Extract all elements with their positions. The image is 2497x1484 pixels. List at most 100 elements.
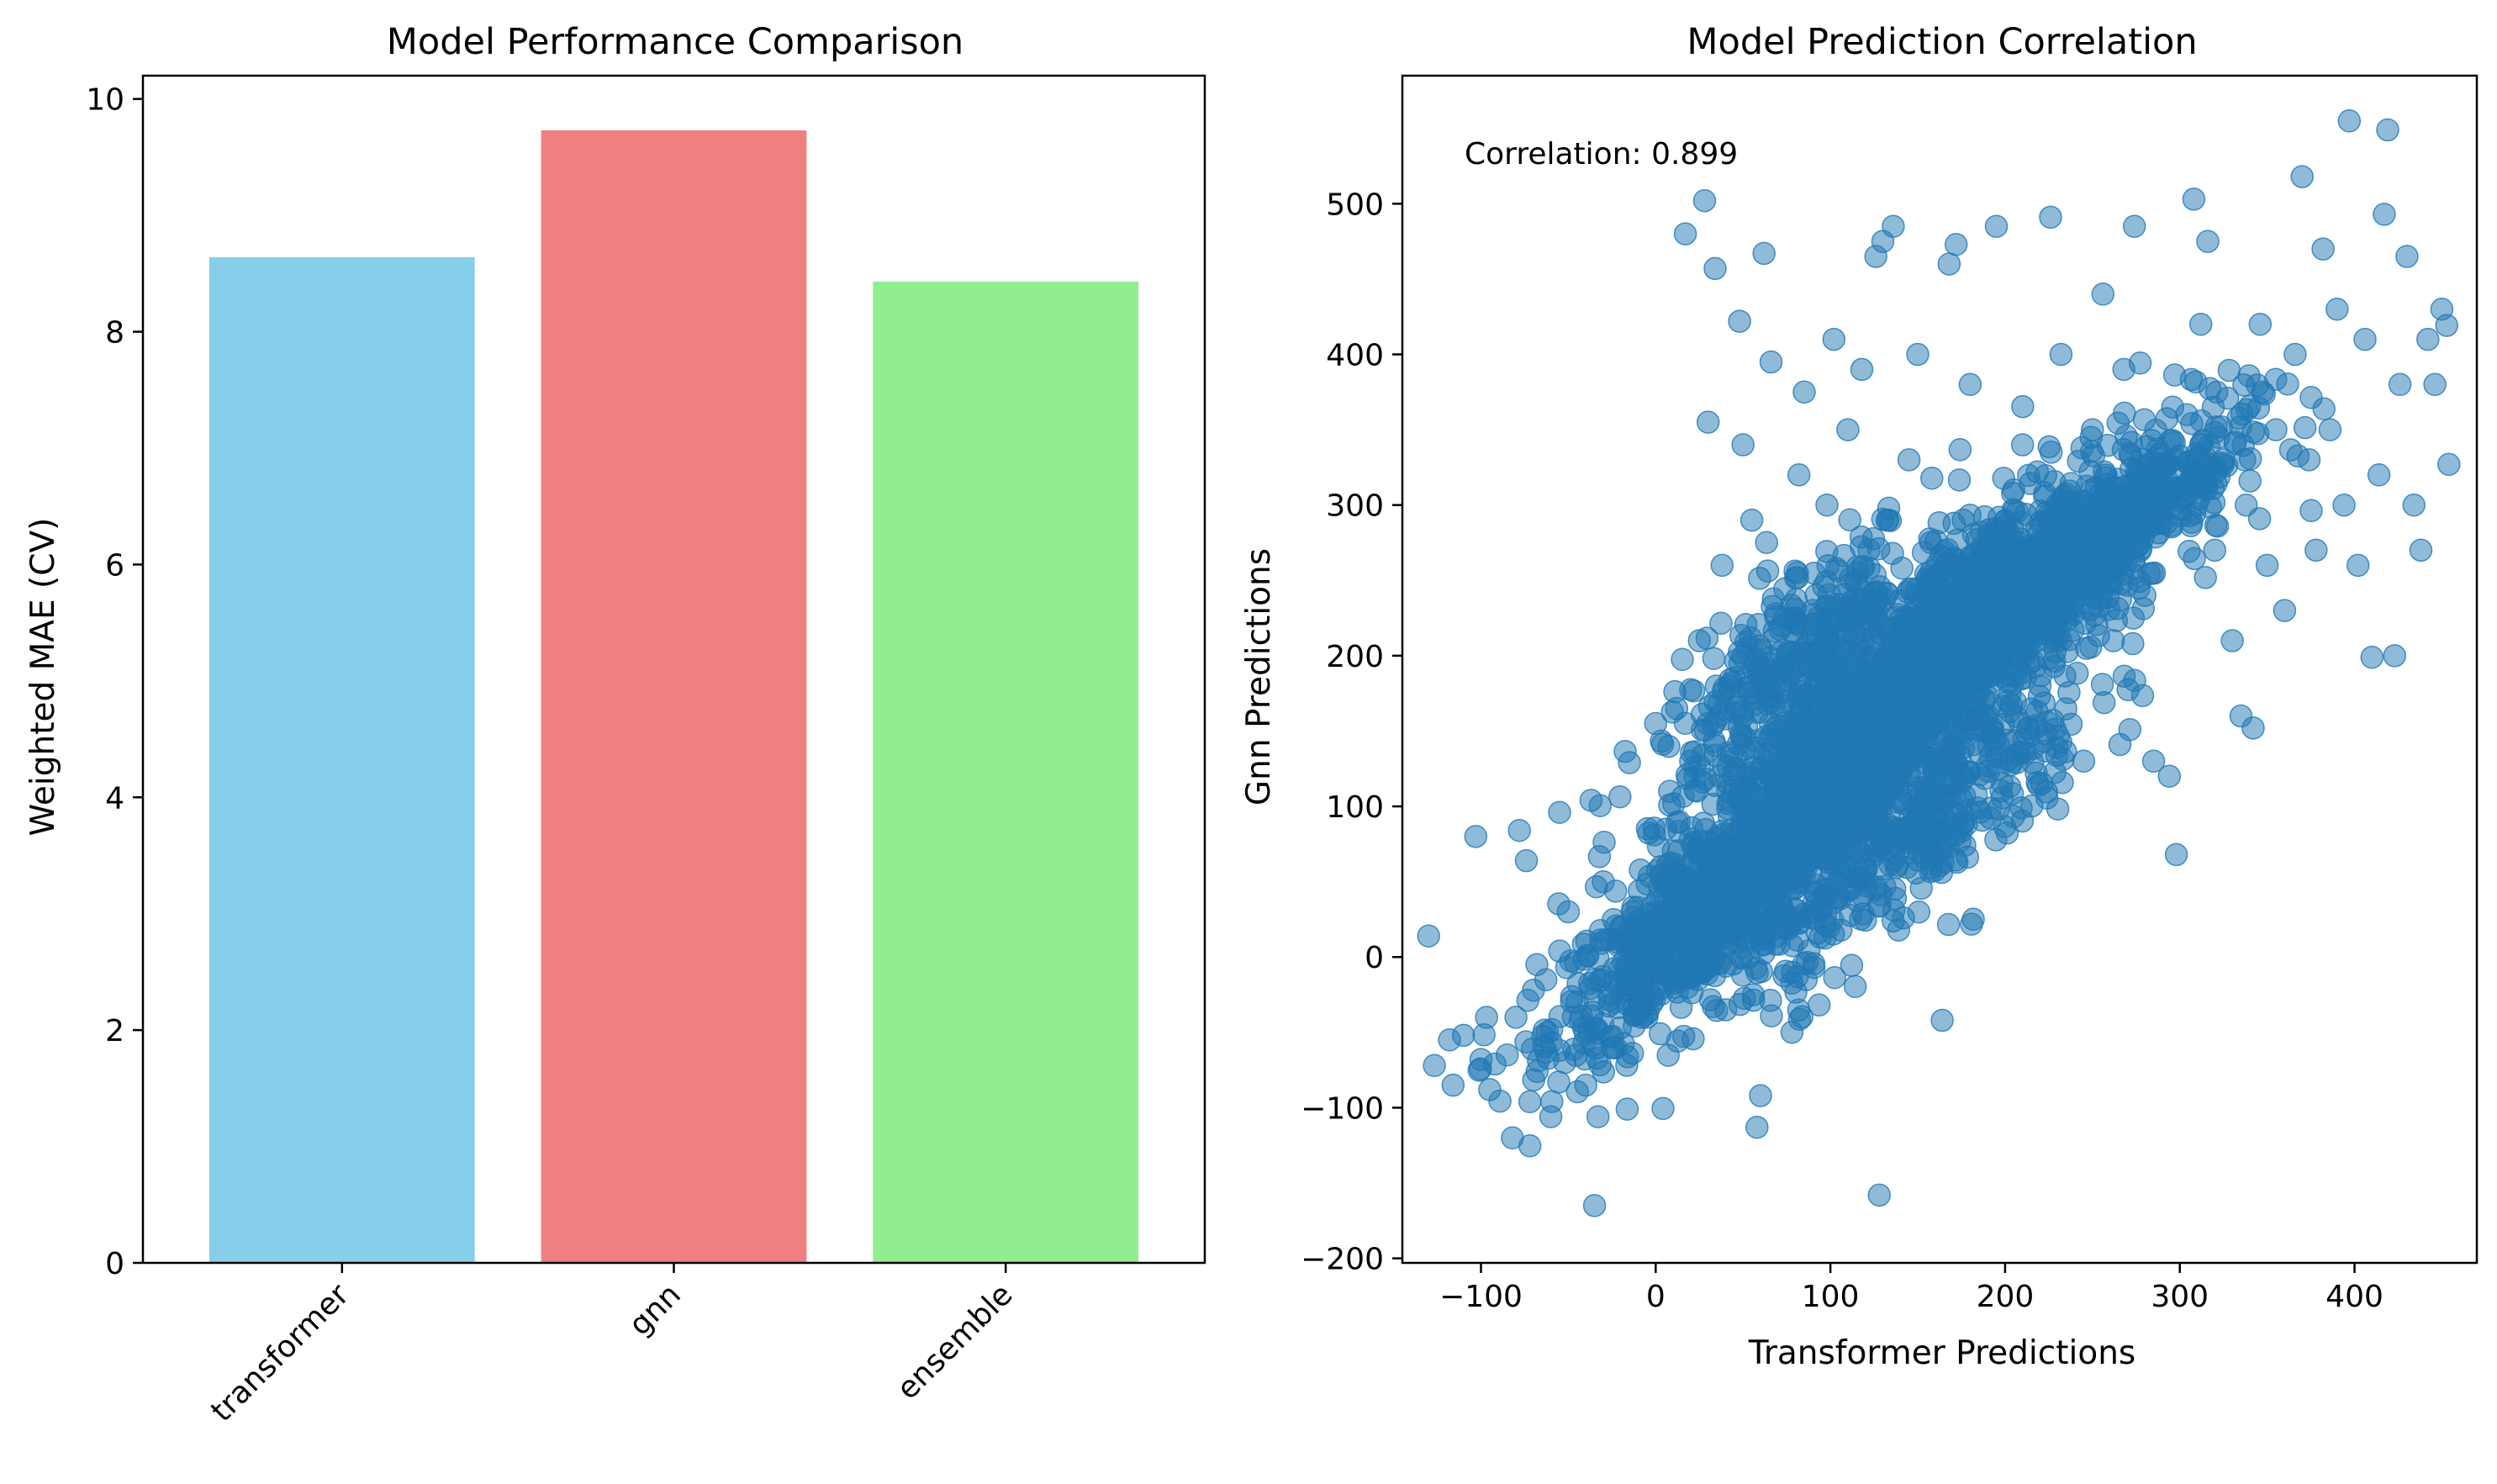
scatter-point	[1591, 1011, 1615, 1036]
scatter-point	[1716, 796, 1739, 821]
scatter-point	[2202, 490, 2226, 515]
scatter-point	[1983, 726, 2008, 751]
scatter-point	[2376, 118, 2399, 142]
scatter-point	[2157, 764, 2182, 788]
scatter-point	[2367, 463, 2391, 487]
scatter-point	[1602, 970, 1626, 995]
scatter-point	[1881, 730, 1905, 754]
scatter-point	[1495, 1043, 1519, 1067]
scatter-point	[2088, 594, 2111, 618]
y-tick-label: 10	[86, 83, 124, 118]
scatter-point	[2028, 673, 2052, 698]
y-tick-label: 2	[105, 1014, 124, 1048]
scatter-point	[2155, 407, 2179, 430]
scatter-point	[2023, 620, 2047, 643]
scatter-point	[2409, 538, 2433, 562]
scatter-point	[1501, 1126, 1524, 1150]
scatter-point	[1628, 879, 1651, 903]
scatter-point	[1548, 800, 1571, 824]
scatter-point	[1692, 903, 1715, 927]
scatter-point	[2217, 358, 2241, 383]
scatter-point	[1849, 907, 1872, 931]
scatter-point	[1945, 803, 1968, 827]
scatter-point	[2437, 452, 2461, 477]
scatter-point	[1759, 350, 1783, 374]
scatter-point	[1776, 906, 1800, 929]
scatter-point	[1548, 1005, 1572, 1028]
scatter-point	[1948, 438, 1972, 462]
scatter-point	[1993, 553, 2017, 578]
scatter-point	[1809, 644, 1834, 668]
scatter-point	[2104, 476, 2127, 499]
scatter-point	[1692, 188, 1717, 213]
scatter-point	[2057, 680, 2081, 705]
scatter-point	[1522, 1068, 1545, 1092]
scatter-point	[1710, 553, 1734, 578]
scatter-point	[1914, 584, 1939, 607]
scatter-point	[1760, 1004, 1783, 1028]
scatter-point	[1766, 719, 1790, 743]
scatter-point	[1527, 1048, 1550, 1073]
scatter-point	[2430, 297, 2454, 321]
scatter-point	[2039, 205, 2062, 230]
scatter-point	[1832, 854, 1856, 879]
scatter-point	[1960, 912, 1983, 936]
scatter-point	[2112, 357, 2135, 382]
scatter-point	[1507, 818, 1531, 842]
scatter-point	[2151, 478, 2174, 502]
scatter-point	[1781, 740, 1804, 764]
scatter-point	[2204, 514, 2228, 537]
scatter-point	[1650, 939, 1674, 964]
scatter-point	[2102, 629, 2125, 652]
scatter-point	[1788, 847, 1812, 871]
x-tick-label: 200	[1977, 1280, 2035, 1314]
scatter-point	[1769, 658, 1793, 683]
scatter-point	[1882, 214, 1905, 238]
scatter-point	[1716, 772, 1740, 795]
scatter-point	[1582, 1194, 1607, 1217]
scatter-point	[1730, 863, 1754, 888]
scatter-point	[2127, 532, 2151, 557]
scatter-point	[2065, 661, 2089, 685]
scatter-point	[2299, 386, 2323, 409]
bar-chart-y-axis-label: Weighted MAE (CV)	[24, 518, 62, 837]
scatter-point	[1780, 1021, 1804, 1044]
scatter-point	[1857, 673, 1881, 698]
scatter-point	[1896, 764, 1920, 788]
bar-gnn	[541, 130, 807, 1263]
scatter-point	[2293, 415, 2317, 440]
scatter-point	[2276, 372, 2299, 396]
scatter-point	[2353, 327, 2377, 351]
scatter-point	[1984, 214, 2009, 238]
scatter-point	[1912, 845, 1936, 869]
scatter-point	[1958, 372, 1982, 397]
scatter-point	[1745, 1115, 1769, 1139]
scatter-point	[1728, 309, 1751, 333]
bar-chart-title: Model Performance Comparison	[387, 21, 963, 63]
scatter-point	[1924, 529, 1948, 553]
scatter-point	[1936, 835, 1961, 859]
scatter-point	[2255, 553, 2279, 578]
scatter-point	[1464, 825, 1488, 848]
y-tick-label: 100	[1326, 790, 1384, 825]
scatter-point	[1574, 1073, 1597, 1097]
scatter-point	[2164, 842, 2188, 867]
scatter-point	[1649, 854, 1673, 879]
scatter-point	[2056, 498, 2080, 521]
y-tick-label: −100	[1301, 1091, 1384, 1126]
scatter-point	[1579, 789, 1603, 812]
x-tick-label: 0	[1646, 1280, 1666, 1314]
scatter-point	[1565, 990, 1589, 1014]
scatter-point	[2423, 372, 2447, 397]
scatter-point	[2011, 394, 2035, 419]
scatter-point	[1582, 968, 1607, 991]
scatter-point	[1792, 380, 1816, 404]
scatter-point	[1972, 767, 1997, 790]
scatter-point	[2183, 547, 2206, 571]
scatter-point	[2373, 203, 2396, 226]
scatter-point	[2182, 187, 2206, 211]
scatter-point	[1423, 1054, 1446, 1078]
scatter-point	[1556, 900, 1581, 924]
scatter-point	[2416, 327, 2440, 351]
scatter-point	[1836, 418, 1860, 441]
